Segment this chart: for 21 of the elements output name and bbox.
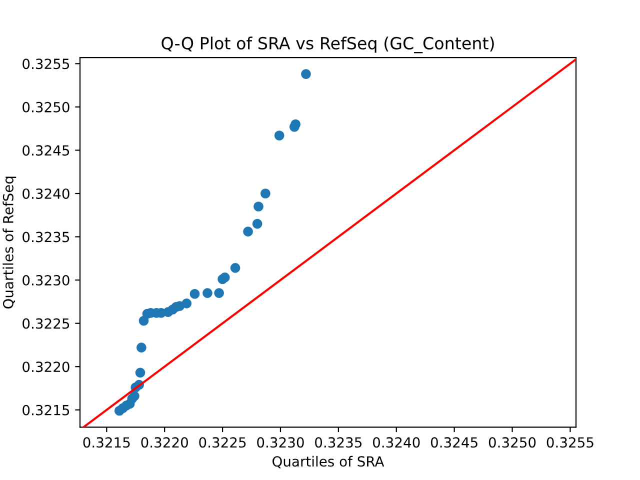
x-tick-label: 0.3220 (141, 437, 188, 448)
x-tick-label: 0.3240 (372, 437, 420, 448)
x-tick-label: 0.3250 (488, 437, 536, 448)
chart-title: Q-Q Plot of SRA vs RefSeq (GC_Content) (162, 36, 494, 54)
y-tick-label: 0.3245 (22, 145, 70, 156)
y-tick-label: 0.3250 (22, 102, 70, 112)
y-tick-label: 0.3255 (22, 58, 70, 70)
x-axis-title: Quartiles of SRA (272, 456, 384, 468)
x-tick-label: 0.3245 (430, 437, 478, 448)
x-tick-label: 0.3225 (199, 437, 246, 448)
y-tick-label: 0.3235 (22, 232, 70, 242)
y-tick-label: 0.3240 (22, 188, 70, 199)
x-tick-label: 0.3255 (546, 437, 594, 448)
x-tick-label: 0.3235 (315, 437, 362, 448)
y-tick-label: 0.3215 (22, 404, 70, 416)
x-tick-label: 0.3215 (83, 437, 130, 448)
y-tick-label: 0.3230 (22, 275, 70, 286)
x-tick-label: 0.3230 (257, 437, 304, 448)
y-tick-label: 0.3225 (22, 318, 70, 329)
y-tick-label: 0.3220 (22, 362, 70, 372)
y-axis-title: Quartiles of RefSeq (2, 176, 16, 308)
